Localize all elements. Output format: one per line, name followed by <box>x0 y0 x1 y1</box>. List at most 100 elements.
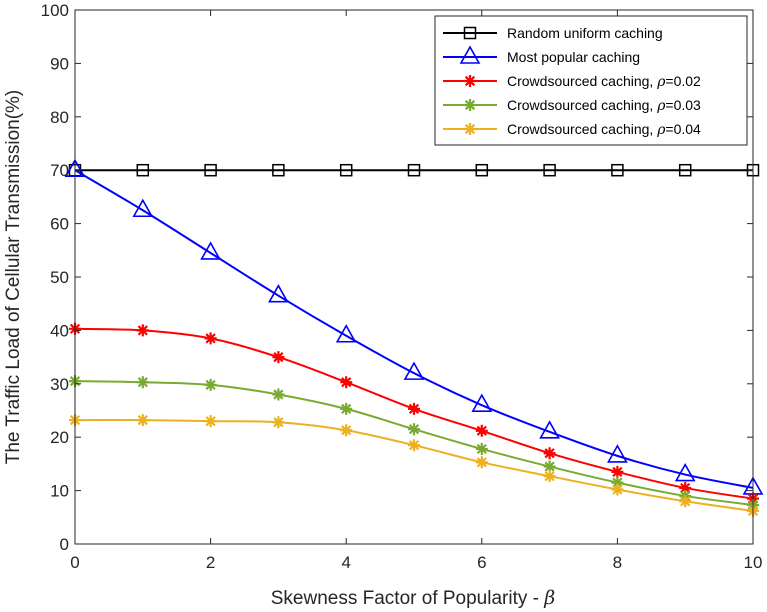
legend-marker <box>464 75 476 87</box>
data-point <box>136 163 150 177</box>
data-point <box>611 483 624 496</box>
data-point <box>611 163 624 177</box>
legend-label-text: Crowdsourced caching, <box>507 73 657 89</box>
data-point <box>136 376 149 389</box>
data-point <box>272 163 285 177</box>
series-3 <box>69 322 759 505</box>
data-point <box>132 198 154 218</box>
series-2 <box>64 158 764 495</box>
legend: Random uniform caching Most popular cachi… <box>434 15 748 146</box>
series-5 <box>69 414 759 517</box>
data-point <box>204 378 217 391</box>
y-axis-title: The Traffic Load of Cellular Transmissio… <box>3 90 24 465</box>
data-point <box>408 423 420 436</box>
data-point <box>678 163 692 177</box>
legend-entry: Crowdsourced caching, ρ=0.03 <box>443 97 701 114</box>
legend-marker <box>464 99 476 111</box>
data-point <box>272 351 285 364</box>
data-point <box>340 424 353 437</box>
data-point <box>272 388 285 401</box>
data-point <box>272 416 285 429</box>
data-point <box>607 444 628 463</box>
legend-label-suffix: =0.04 <box>665 121 701 137</box>
legend-entry: Crowdsourced caching, ρ=0.04 <box>443 121 701 138</box>
y-tick-label: 20 <box>50 428 69 447</box>
data-point <box>475 163 489 177</box>
legend-label-text: Random uniform caching <box>507 25 663 41</box>
legend-entry: Crowdsourced caching, ρ=0.02 <box>443 73 701 90</box>
data-point <box>407 163 421 177</box>
y-tick-label: 100 <box>41 1 69 20</box>
data-point <box>543 163 556 177</box>
data-point <box>471 393 493 412</box>
x-tick-label: 0 <box>70 553 79 572</box>
legend-label: Random uniform caching <box>507 25 663 41</box>
data-point <box>475 424 488 437</box>
x-axis-title-text: Skewness Factor of Popularity - <box>271 588 545 609</box>
y-tick-label: 70 <box>50 161 69 180</box>
data-point <box>335 324 357 343</box>
series-1 <box>68 163 760 177</box>
data-point <box>679 495 692 508</box>
y-tick-label: 50 <box>50 268 69 287</box>
x-axis-title-symbol: β <box>543 587 555 609</box>
legend-label-suffix: =0.02 <box>665 73 701 89</box>
legend-marker <box>464 123 476 135</box>
data-point <box>679 481 692 494</box>
legend-marker <box>463 26 477 40</box>
x-axis: 0 2 4 6 8 10 <box>70 10 762 572</box>
y-axis: 0 10 20 30 40 50 60 70 80 90 100 <box>41 1 753 554</box>
data-point <box>611 465 624 478</box>
x-tick-label: 6 <box>477 553 486 572</box>
legend-entry: Most popular caching <box>443 45 640 65</box>
data-point <box>136 324 149 337</box>
legend-label: Crowdsourced caching, ρ=0.02 <box>507 73 701 90</box>
data-point <box>268 284 289 303</box>
y-tick-label: 0 <box>60 535 69 554</box>
legend-label-text: Most popular caching <box>507 49 640 65</box>
data-point <box>204 332 217 345</box>
legend-label: Crowdsourced caching, ρ=0.04 <box>507 121 701 138</box>
y-tick-label: 10 <box>50 482 69 501</box>
x-tick-label: 8 <box>613 553 622 572</box>
data-point <box>408 402 420 415</box>
data-point <box>403 361 425 380</box>
data-point <box>408 439 420 452</box>
x-tick-label: 2 <box>206 553 215 572</box>
legend-label-symbol: ρ <box>656 74 666 90</box>
legend-label-symbol: ρ <box>656 122 666 138</box>
data-point <box>543 460 556 473</box>
legend-label-text: Crowdsourced caching, <box>507 97 657 113</box>
series-layer <box>64 158 764 517</box>
series-line <box>74 169 754 489</box>
legend-label: Crowdsourced caching, ρ=0.03 <box>507 97 701 114</box>
x-tick-label: 4 <box>341 553 350 572</box>
x-axis-title: Skewness Factor of Popularity - β <box>271 587 556 609</box>
data-point <box>475 456 488 469</box>
data-point <box>204 163 217 177</box>
legend-label-symbol: ρ <box>656 98 666 114</box>
y-tick-label: 30 <box>50 375 69 394</box>
y-tick-label: 60 <box>50 215 69 234</box>
legend-entry: Random uniform caching <box>443 25 663 41</box>
data-point <box>543 447 556 460</box>
data-point <box>340 376 353 389</box>
data-point <box>543 470 556 483</box>
data-point <box>200 241 221 260</box>
y-tick-label: 80 <box>50 108 69 127</box>
legend-marker <box>459 45 481 64</box>
x-tick-label: 10 <box>744 553 763 572</box>
data-point <box>136 414 149 427</box>
data-point <box>539 420 560 439</box>
data-point <box>340 402 353 415</box>
data-point <box>475 442 488 455</box>
data-point <box>204 415 217 428</box>
legend-label-suffix: =0.03 <box>665 97 701 113</box>
legend-label-text: Crowdsourced caching, <box>507 121 657 137</box>
data-point <box>611 476 624 489</box>
y-tick-label: 40 <box>50 321 69 340</box>
y-tick-label: 90 <box>50 54 69 73</box>
legend-label: Most popular caching <box>507 49 640 65</box>
data-point <box>674 462 696 482</box>
